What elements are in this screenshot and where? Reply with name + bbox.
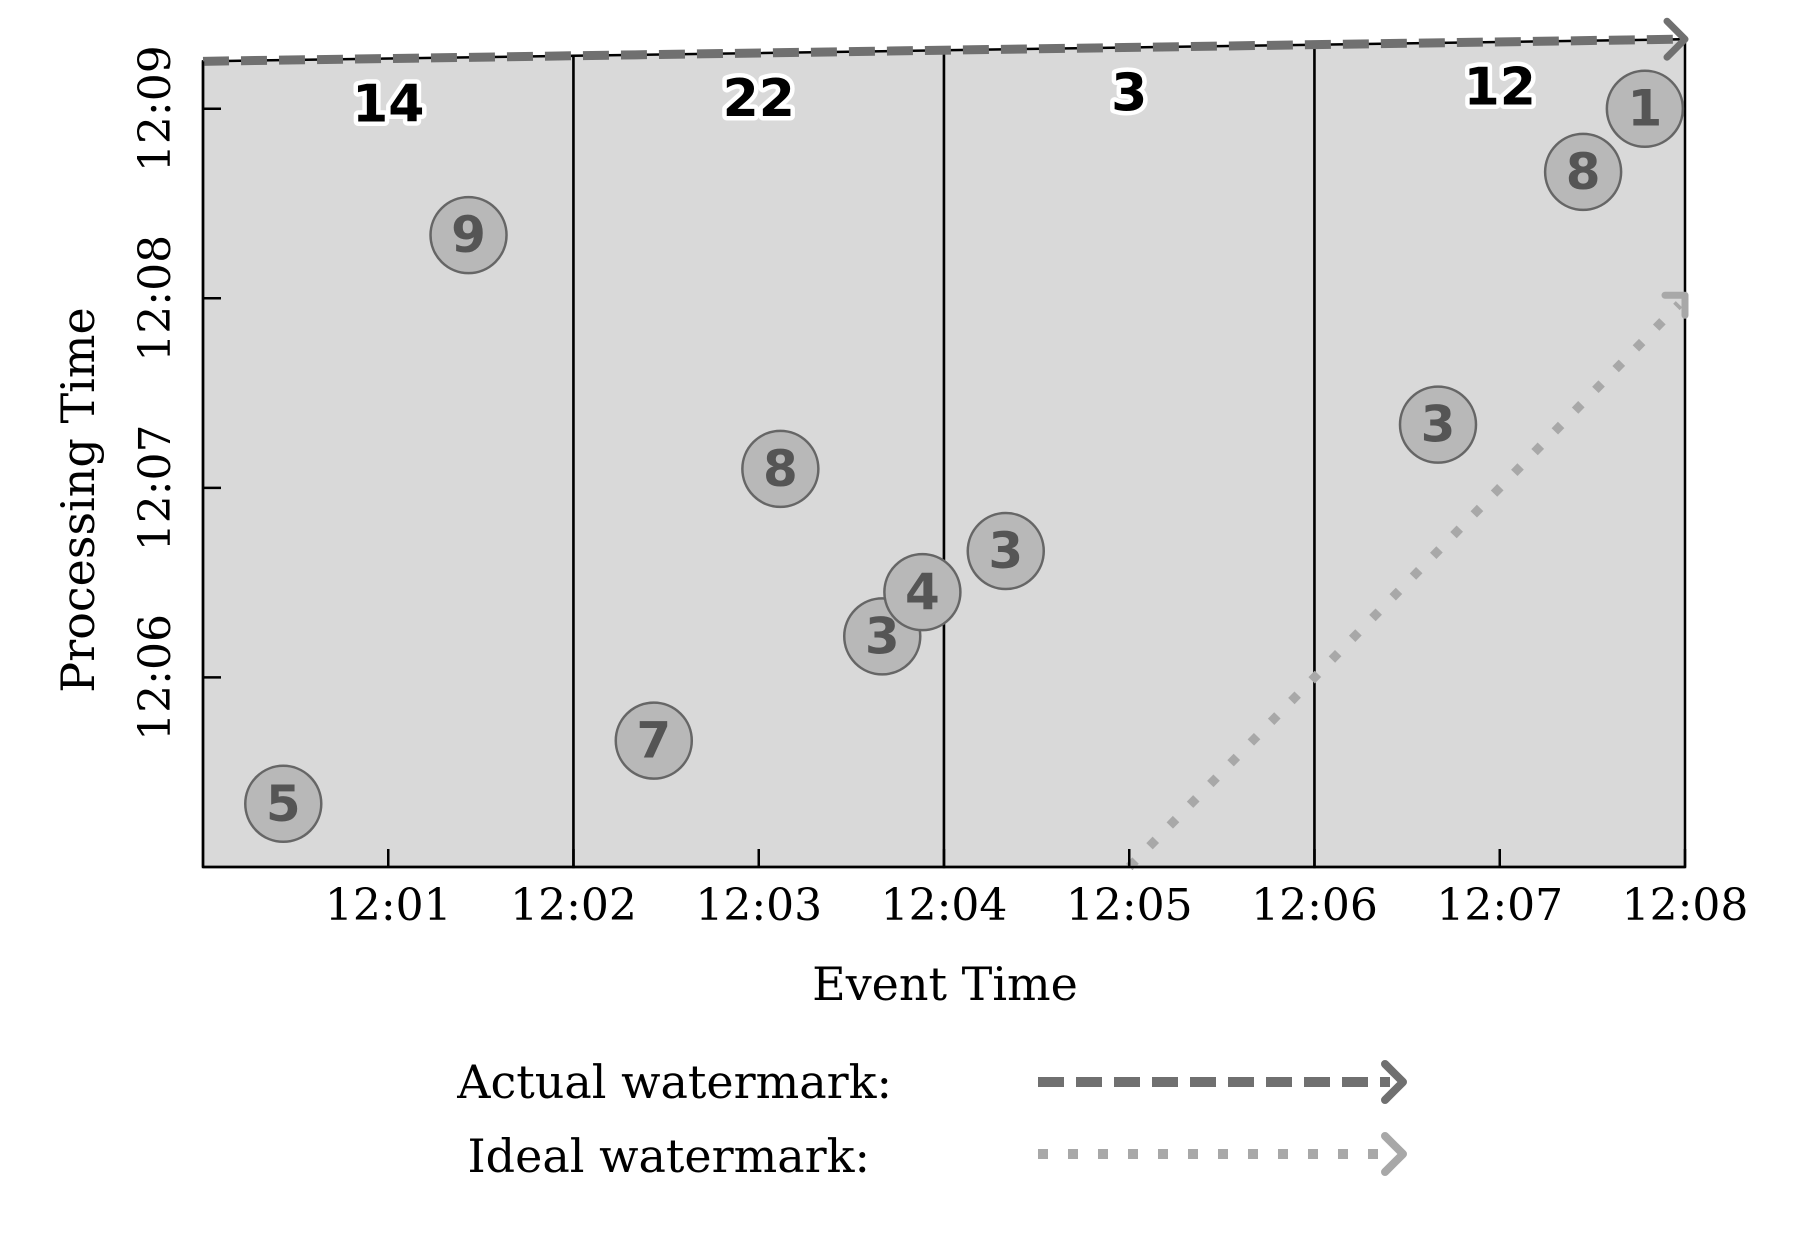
data-point-circle	[1543, 132, 1623, 212]
x-tick-label: 12:08	[1622, 880, 1749, 931]
data-point-label: 7	[636, 712, 671, 770]
x-tick-label: 12:06	[1251, 880, 1378, 931]
legend: Actual watermark: Ideal watermark:	[456, 1055, 1407, 1183]
y-tick-label: 12:08	[130, 235, 181, 362]
data-point: 4	[883, 552, 962, 632]
actual-watermark-line	[202, 34, 1680, 66]
x-tick-label: 12:01	[325, 880, 452, 931]
data-point-label: 8	[1566, 143, 1601, 201]
data-point: 3	[1398, 385, 1478, 464]
data-point-label: 5	[266, 775, 301, 833]
window-result-3: 3	[1111, 63, 1147, 123]
x-tick-label: 12:07	[1436, 880, 1563, 931]
window-pane-4	[1313, 37, 1687, 869]
window-result-1: 14	[352, 74, 424, 134]
y-tick-label: 12:07	[130, 424, 181, 551]
x-tick-label: 12:02	[510, 880, 637, 931]
data-point-circle	[429, 195, 508, 275]
y-axis-label: Processing Time	[51, 307, 105, 692]
data-point-label: 9	[451, 206, 486, 264]
data-point: 7	[614, 701, 694, 780]
data-point-label: 8	[763, 440, 798, 498]
actual-watermark-layer	[202, 17, 1689, 66]
window-pane-1	[201, 54, 575, 869]
legend-arrow-ideal	[1381, 1132, 1407, 1176]
data-point: 9	[429, 195, 508, 275]
window-pane-3	[942, 43, 1316, 869]
data-point: 8	[1543, 132, 1623, 212]
legend-arrow-actual	[1381, 1060, 1407, 1104]
actual-watermark-arrowhead	[1663, 17, 1689, 61]
legend-label-actual: Actual watermark:	[456, 1055, 892, 1109]
legend-label-ideal: Ideal watermark:	[468, 1129, 871, 1183]
data-point-circle	[741, 429, 820, 509]
window-result-4: 12	[1464, 58, 1536, 118]
data-point: 3	[966, 511, 1045, 591]
data-point-label: 4	[905, 563, 940, 621]
data-point: 8	[741, 429, 820, 509]
data-point: 1	[1605, 69, 1685, 148]
x-tick-label: 12:05	[1066, 880, 1193, 931]
y-tick-label: 12:06	[130, 614, 181, 741]
data-point-label: 3	[988, 522, 1023, 580]
x-tick-label: 12:04	[881, 880, 1008, 931]
ideal-watermark-layer	[1126, 291, 1689, 871]
data-point-circle	[966, 511, 1045, 591]
ideal-watermark-arrowhead	[1661, 291, 1689, 319]
data-point-circle	[1605, 69, 1685, 148]
axes-layer: 12:01 12:02 12:03 12:04 12:05 12:06 12:07 12:08…	[130, 45, 1748, 931]
data-point-circle	[883, 552, 962, 632]
data-point-circle	[244, 764, 323, 844]
y-tick-label: 12:09	[130, 45, 181, 172]
data-point-label: 3	[1421, 396, 1456, 454]
x-axis-label: Event Time	[812, 957, 1078, 1011]
data-point-label: 1	[1627, 80, 1662, 138]
data-point-circle	[614, 701, 694, 780]
data-point-circle	[1398, 385, 1478, 464]
data-point: 5	[244, 764, 323, 844]
window-result-2: 22	[723, 69, 795, 129]
x-tick-label: 12:03	[695, 880, 822, 931]
window-results-layer: 14 22 3 12	[348, 53, 1541, 139]
